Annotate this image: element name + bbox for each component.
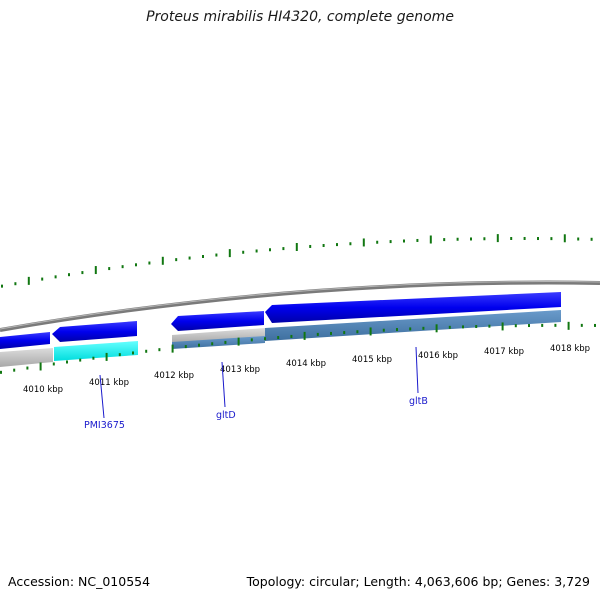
backbone-line <box>0 280 600 332</box>
leader-gltD <box>221 361 226 408</box>
tick-label-4010: 4010 kbp <box>23 385 63 395</box>
tick-label-4011: 4011 kbp <box>89 378 129 388</box>
accession-text: Accession: NC_010554 <box>8 574 151 589</box>
gene-selected-PMI3675 <box>54 341 138 361</box>
tick-label-4017: 4017 kbp <box>484 347 524 357</box>
tick-label-4014: 4014 kbp <box>286 359 326 369</box>
gene-steel-gltD <box>172 336 265 349</box>
outer-tick-ring <box>1 234 593 288</box>
inner-tick-ring <box>0 321 596 374</box>
cds-forward-2 <box>52 321 137 342</box>
tick-label-4018: 4018 kbp <box>550 344 590 354</box>
leader-PMI3675 <box>99 374 105 419</box>
gene-steel-gltB <box>265 310 561 341</box>
genome-summary-text: Topology: circular; Length: 4,063,606 bp… <box>246 574 590 589</box>
backbone-highlight <box>0 281 600 330</box>
cds-forward-3 <box>171 311 264 331</box>
tick-label-4016: 4016 kbp <box>418 351 458 361</box>
gene-grey-1 <box>0 348 53 367</box>
tick-label-4015: 4015 kbp <box>352 355 392 365</box>
cds-forward-1 <box>0 332 50 349</box>
gene-label-gltD[interactable]: gltD <box>216 410 236 421</box>
tick-label-4012: 4012 kbp <box>154 371 194 381</box>
leader-gltB <box>415 346 419 394</box>
map-title: Proteus mirabilis HI4320, complete genom… <box>146 9 454 25</box>
tick-label-4013: 4013 kbp <box>220 365 260 375</box>
cds-forward-gltB <box>265 292 561 323</box>
gene-label-gltB[interactable]: gltB <box>409 396 428 407</box>
gene-label-PMI3675[interactable]: PMI3675 <box>84 420 125 431</box>
